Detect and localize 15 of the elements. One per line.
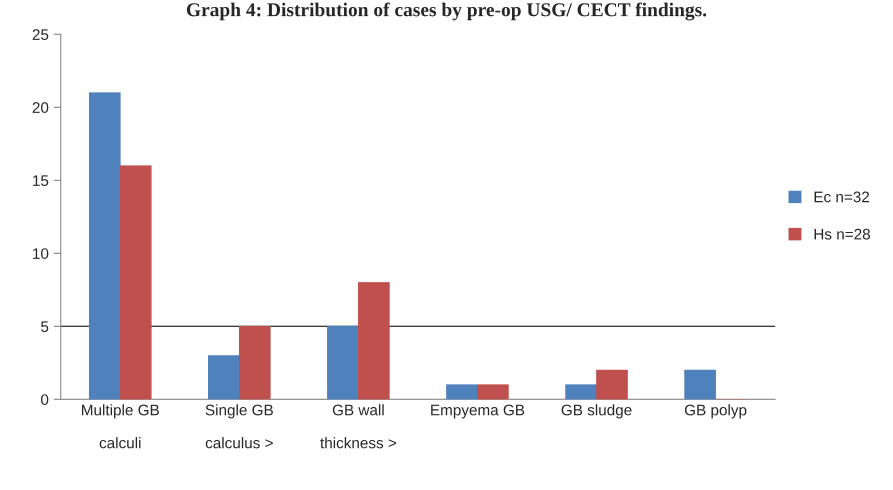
category-label: GB wall thickness >: [320, 404, 396, 448]
x-tick-label: GB polyp: [684, 404, 746, 418]
y-tick-label: 5: [41, 321, 48, 332]
category-label: Multiple GB calculi: [82, 404, 159, 448]
legend-label: Ec n=32: [814, 192, 870, 202]
y-tick-label: 15: [33, 175, 48, 186]
chart-title: Graph 4: Distribution of cases by pre-op USG/ CECT findings.: [186, 2, 706, 20]
category-label: Single GB calculus >: [206, 404, 273, 448]
x-tick-label: GB sludge: [562, 404, 632, 418]
y-tick-label: 10: [33, 248, 48, 260]
legend-label: Hs n=28: [814, 228, 870, 240]
y-tick-label: 0: [41, 394, 48, 406]
y-tick-label: 20: [32, 102, 48, 113]
x-tick-label: Empyema GB: [431, 404, 524, 418]
y-tick-label: 25: [32, 29, 48, 40]
